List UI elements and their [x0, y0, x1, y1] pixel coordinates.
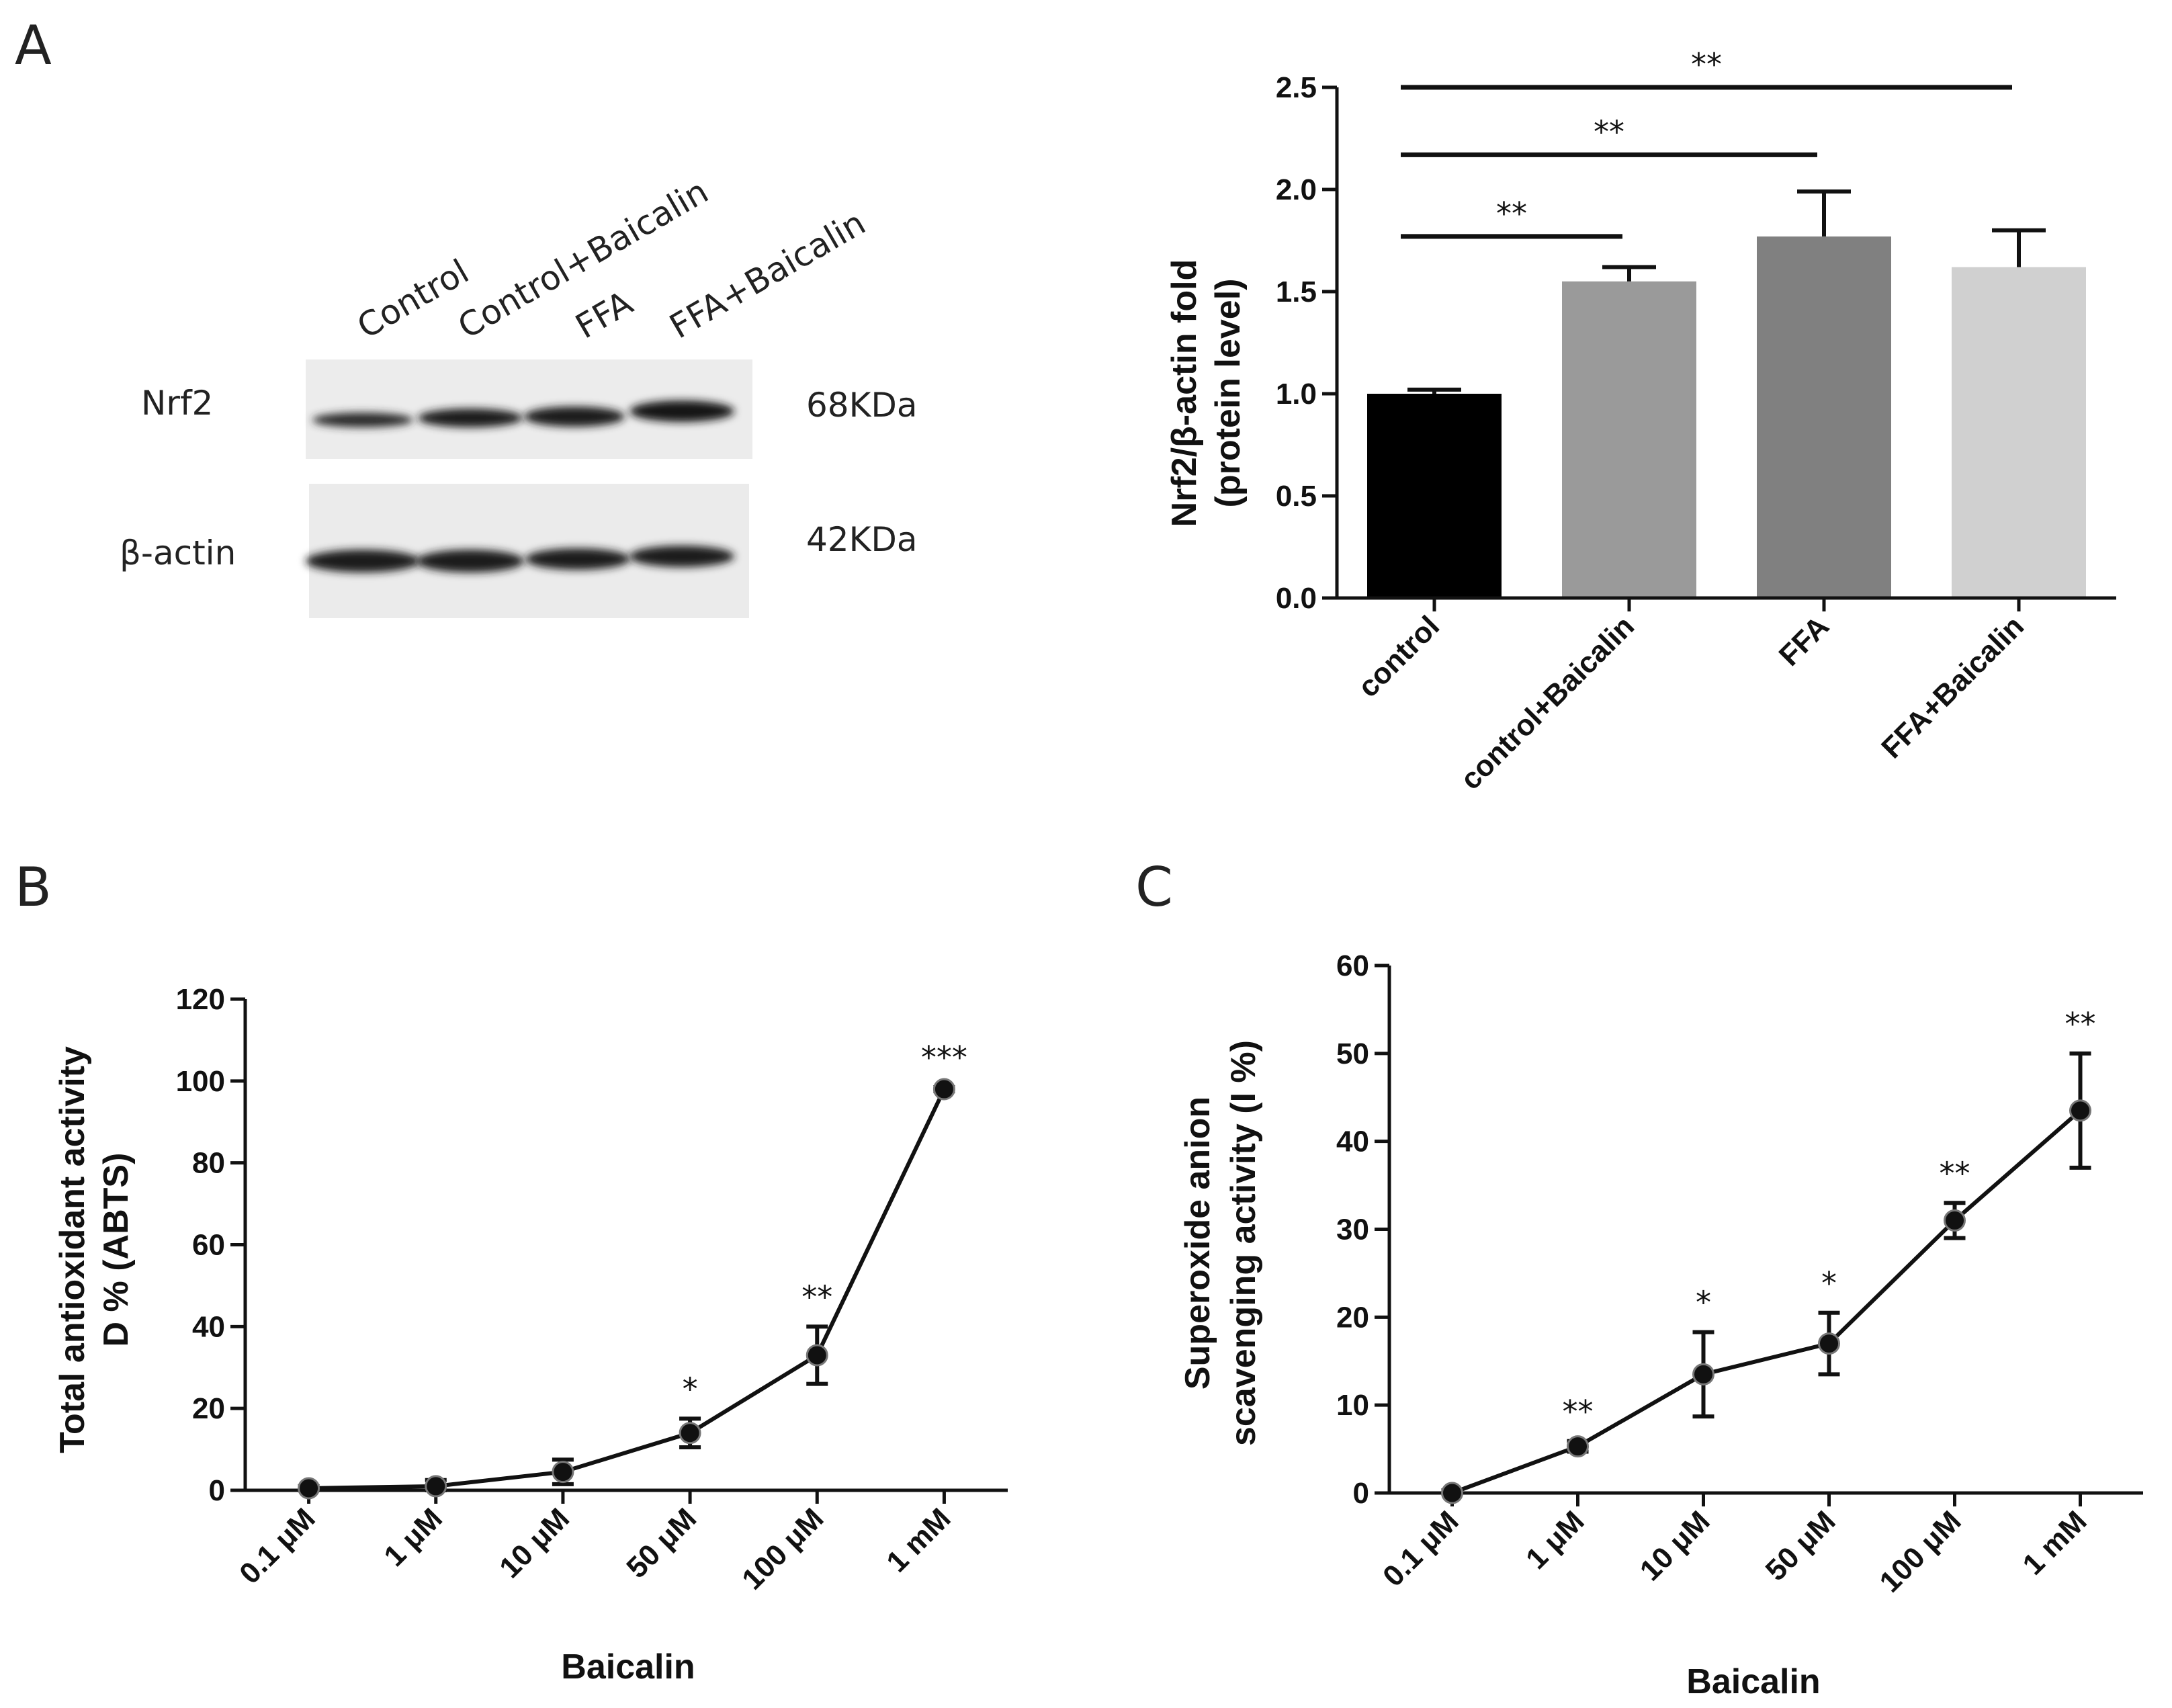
chart-b-ylabel-line2: D % (ABTS): [97, 1153, 136, 1347]
y-tick-label: 80: [192, 1147, 225, 1180]
blot-band: [524, 407, 625, 427]
data-point: [2069, 1099, 2091, 1122]
x-tick-label: 1 μM: [1520, 1504, 1591, 1576]
chart-a-ylabel-line1: Nrf2/β-actin fold: [1165, 259, 1204, 527]
chart-c-ylabel-line1: Superoxide anion: [1178, 1097, 1217, 1390]
x-tick-label: 50 μM: [620, 1502, 703, 1584]
x-tick-label: 100 μM: [1873, 1504, 1967, 1598]
x-tick-label: FFA: [1773, 609, 1835, 672]
x-tick-label: 1 mM: [2016, 1504, 2093, 1581]
significance-label: **: [1691, 46, 1722, 83]
blot-band: [629, 546, 734, 567]
blot-row-label-actin: β-actin: [120, 533, 236, 572]
bar: [1367, 394, 1502, 598]
x-tick-label: FFA+Baicalin: [1875, 609, 2030, 765]
blot-band: [417, 550, 524, 572]
significance-label: **: [1563, 1394, 1594, 1430]
y-tick-label: 50: [1336, 1037, 1369, 1070]
data-point: [1567, 1435, 1589, 1458]
panel-b-letter: B: [15, 856, 52, 919]
panel-a-letter: A: [15, 14, 52, 77]
blot-lane-label: FFA: [569, 284, 639, 347]
data-point: [932, 1078, 955, 1101]
y-tick-label: 1.0: [1276, 378, 1317, 411]
chart-c-xlabel: Baicalin: [1686, 1662, 1820, 1701]
significance-label: *: [1696, 1285, 1711, 1321]
data-point: [1441, 1482, 1463, 1504]
x-tick-label: 0.1 μM: [233, 1502, 321, 1590]
significance-label: ***: [921, 1039, 967, 1076]
significance-label: *: [1821, 1265, 1837, 1301]
significance-label: **: [1594, 114, 1624, 150]
blot-band: [312, 413, 413, 427]
blot-row-label-nrf2: Nrf2: [141, 384, 213, 423]
x-tick-label: control+Baicalin: [1454, 609, 1641, 796]
chart-b-xlabel: Baicalin: [561, 1648, 695, 1686]
y-tick-label: 20: [1336, 1301, 1369, 1334]
data-point: [806, 1344, 828, 1367]
significance-label: **: [1496, 196, 1527, 232]
y-tick-label: 0: [1353, 1477, 1369, 1510]
significance-label: **: [2065, 1006, 2096, 1042]
series-line: [308, 1088, 947, 1490]
blot-band: [525, 548, 630, 570]
y-tick-label: 2.0: [1276, 173, 1317, 206]
y-tick-label: 1.5: [1276, 275, 1317, 308]
y-tick-label: 60: [192, 1229, 225, 1262]
significance-label: **: [1940, 1155, 1970, 1191]
x-tick-label: 1 mM: [880, 1502, 957, 1578]
y-tick-label: 100: [176, 1065, 225, 1098]
blot-image: [306, 359, 752, 618]
series-line: [1451, 1109, 2082, 1495]
chart-b-ylabel-line1: Total antioxidant activity: [53, 1046, 92, 1453]
y-tick-label: 120: [176, 983, 225, 1016]
bar: [1757, 236, 1891, 598]
chart-c-ylabel-line2: scavenging activity (I %): [1224, 1040, 1263, 1446]
y-tick-label: 0.0: [1276, 582, 1317, 615]
bar: [1952, 267, 2086, 598]
y-tick-label: 60: [1336, 949, 1369, 982]
panel-c-letter: C: [1135, 856, 1173, 919]
x-tick-label: 10 μM: [493, 1502, 576, 1584]
blot-band: [306, 550, 420, 572]
x-tick-label: 10 μM: [1634, 1504, 1717, 1587]
y-tick-label: 30: [1336, 1213, 1369, 1246]
blot-band: [629, 400, 734, 422]
x-tick-label: 50 μM: [1760, 1504, 1842, 1587]
chart-a-ylabel-line2: (protein level): [1209, 279, 1248, 508]
y-tick-label: 40: [1336, 1125, 1369, 1158]
x-tick-label: 100 μM: [736, 1502, 830, 1596]
data-point: [679, 1422, 701, 1445]
data-point: [1692, 1363, 1714, 1385]
data-point: [552, 1461, 574, 1484]
x-tick-label: control: [1352, 609, 1446, 703]
blot-lane-label: FFA+Baicalin: [663, 203, 872, 346]
y-tick-label: 20: [192, 1392, 225, 1425]
significance-label: *: [683, 1371, 698, 1407]
bar-chart-nrf2: Nrf2/β-actin fold (protein level) 0.0 0.5…: [1165, 46, 2116, 796]
blot-size-actin: 42KDa: [806, 520, 918, 559]
chart-a-ylabel: Nrf2/β-actin fold (protein level): [1165, 259, 1248, 527]
y-tick-label: 0.5: [1276, 480, 1317, 513]
line-chart-total-antioxidant: Total antioxidant activity D % (ABTS) Ba…: [53, 983, 1008, 1686]
data-point: [425, 1475, 447, 1498]
data-point: [298, 1477, 320, 1500]
data-point: [1944, 1209, 1966, 1232]
y-tick-label: 2.5: [1276, 71, 1317, 104]
blot-band: [418, 409, 523, 427]
blot-lane-labels: Control Control+Baicalin FFA FFA+Baicali…: [351, 172, 872, 347]
significance-label: **: [801, 1279, 832, 1315]
data-point: [1818, 1332, 1840, 1355]
blot-lane-label: Control: [351, 252, 476, 347]
x-tick-label: 0.1 μM: [1377, 1504, 1465, 1592]
x-tick-label: 1 μM: [378, 1502, 449, 1573]
bar: [1562, 281, 1696, 598]
y-tick-label: 0: [209, 1474, 225, 1507]
line-chart-superoxide-scavenging: Superoxide anion scavenging activity (I …: [1178, 949, 2143, 1701]
y-tick-label: 10: [1336, 1389, 1369, 1422]
blot-size-nrf2: 68KDa: [806, 386, 918, 425]
y-tick-label: 40: [192, 1310, 225, 1343]
